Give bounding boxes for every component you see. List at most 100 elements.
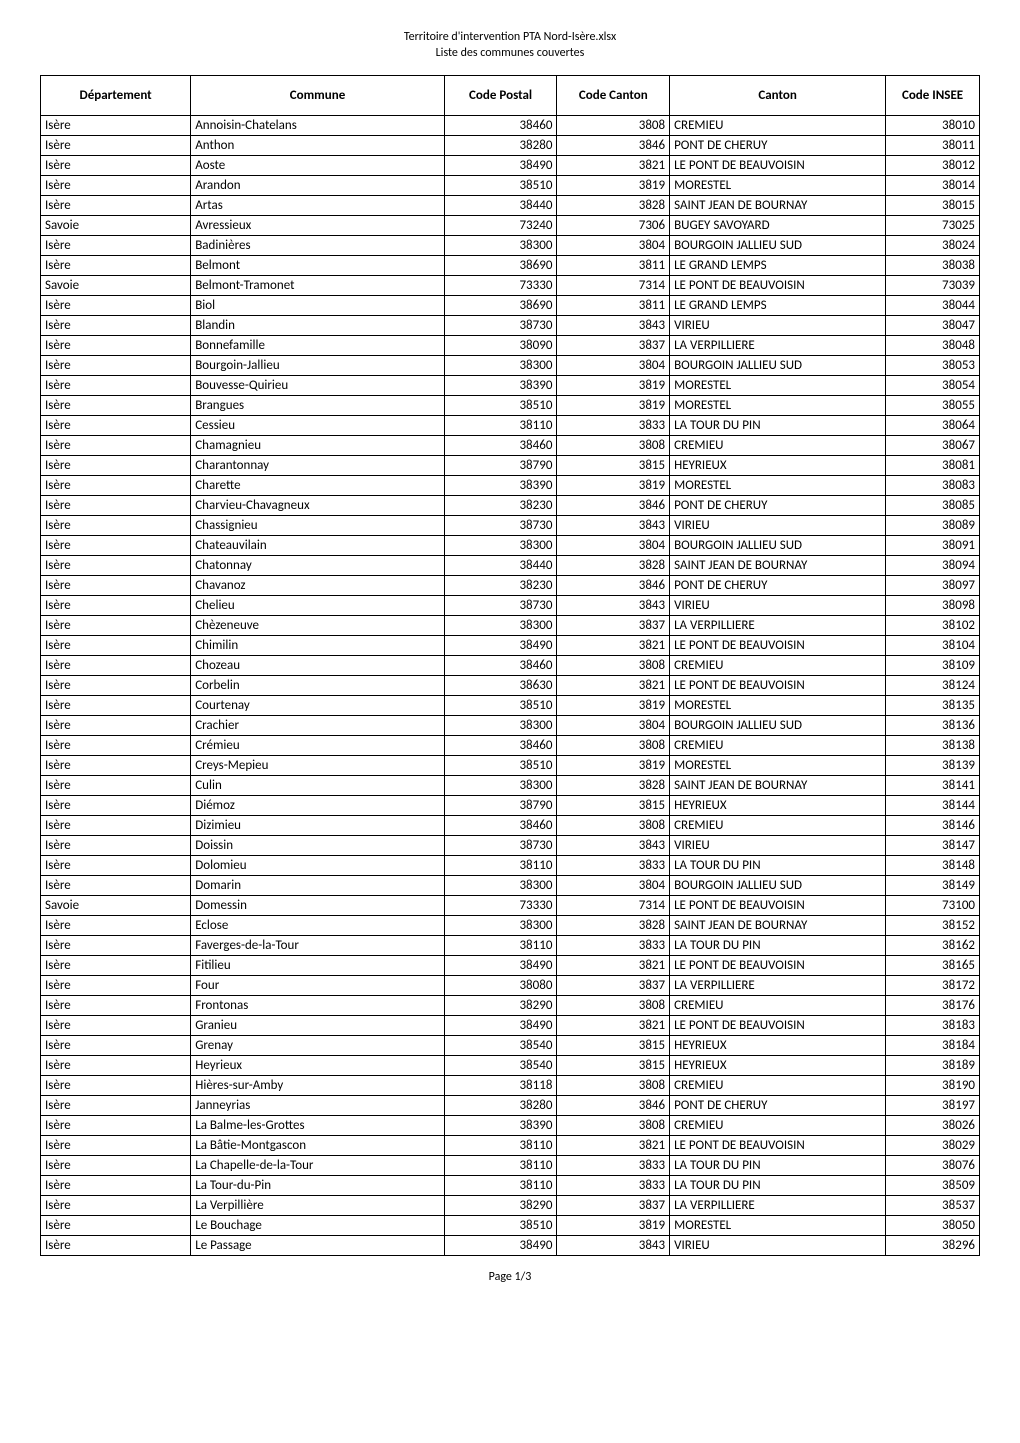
table-cell: 38690 [444,296,557,316]
table-cell: 3843 [557,1236,670,1256]
table-row: IsèreBourgoin-Jallieu383003804BOURGOIN J… [41,356,980,376]
table-row: IsèreChozeau384603808CREMIEU38109 [41,656,980,676]
table-cell: 3833 [557,416,670,436]
table-cell: Isère [41,236,191,256]
table-cell: Grenay [191,1036,445,1056]
table-cell: LE GRAND LEMPS [670,296,886,316]
table-cell: 38300 [444,876,557,896]
table-cell: Isère [41,656,191,676]
table-cell: CREMIEU [670,116,886,136]
table-cell: Chateauvilain [191,536,445,556]
table-cell: 3843 [557,316,670,336]
table-cell: 38510 [444,176,557,196]
table-cell: 38110 [444,1176,557,1196]
table-cell: Isère [41,776,191,796]
table-cell: Bourgoin-Jallieu [191,356,445,376]
table-cell: Isère [41,1076,191,1096]
table-cell: Le Passage [191,1236,445,1256]
table-row: SavoieAvressieux732407306BUGEY SAVOYARD7… [41,216,980,236]
table-cell: 38110 [444,1136,557,1156]
table-row: SavoieDomessin733307314LE PONT DE BEAUVO… [41,896,980,916]
table-cell: Isère [41,636,191,656]
table-cell: 38147 [886,836,980,856]
table-cell: 38085 [886,496,980,516]
table-row: IsèreDomarin383003804BOURGOIN JALLIEU SU… [41,876,980,896]
table-row: IsèreCrémieu384603808CREMIEU38138 [41,736,980,756]
table-cell: LA VERPILLIERE [670,1196,886,1216]
table-cell: CREMIEU [670,816,886,836]
table-cell: 38102 [886,616,980,636]
table-cell: BOURGOIN JALLIEU SUD [670,876,886,896]
table-cell: 3815 [557,456,670,476]
table-cell: MORESTEL [670,176,886,196]
col-header-commune: Commune [191,76,445,116]
page-number: Page 1/3 [489,1270,532,1284]
table-cell: 38230 [444,576,557,596]
table-row: IsèreDolomieu381103833LA TOUR DU PIN3814… [41,856,980,876]
table-cell: 38090 [444,336,557,356]
table-row: IsèreBouvesse-Quirieu383903819MORESTEL38… [41,376,980,396]
table-cell: VIRIEU [670,596,886,616]
col-header-code-canton: Code Canton [557,76,670,116]
table-cell: LA VERPILLIERE [670,976,886,996]
table-cell: 38230 [444,496,557,516]
table-cell: Chèzeneuve [191,616,445,636]
table-cell: Isère [41,416,191,436]
table-cell: Isère [41,596,191,616]
table-cell: MORESTEL [670,376,886,396]
table-cell: Brangues [191,396,445,416]
table-cell: La Verpillière [191,1196,445,1216]
table-cell: MORESTEL [670,396,886,416]
table-cell: 73330 [444,276,557,296]
table-cell: 73100 [886,896,980,916]
table-cell: 38038 [886,256,980,276]
table-cell: Isère [41,556,191,576]
table-cell: 3808 [557,736,670,756]
table-cell: Anthon [191,136,445,156]
table-cell: Fitilieu [191,956,445,976]
table-row: IsèreLe Passage384903843VIRIEU38296 [41,1236,980,1256]
table-cell: Faverges-de-la-Tour [191,936,445,956]
table-cell: LE PONT DE BEAUVOISIN [670,1016,886,1036]
table-cell: Crachier [191,716,445,736]
table-row: IsèreCessieu381103833LA TOUR DU PIN38064 [41,416,980,436]
table-cell: Isère [41,716,191,736]
table-row: IsèreAnnoisin-Chatelans384603808CREMIEU3… [41,116,980,136]
table-cell: 38730 [444,316,557,336]
table-cell: 3808 [557,1076,670,1096]
table-cell: 38509 [886,1176,980,1196]
table-cell: 3821 [557,956,670,976]
table-cell: Isère [41,1196,191,1216]
table-cell: Charvieu-Chavagneux [191,496,445,516]
table-row: IsèreFour380803837LA VERPILLIERE38172 [41,976,980,996]
table-cell: Isère [41,1156,191,1176]
table-cell: 38730 [444,596,557,616]
table-cell: 3819 [557,176,670,196]
table-cell: Savoie [41,896,191,916]
table-cell: 3808 [557,116,670,136]
table-cell: 38110 [444,416,557,436]
table-cell: 38110 [444,856,557,876]
table-cell: Belmont [191,256,445,276]
table-cell: Isère [41,916,191,936]
table-row: IsèreArtas384403828SAINT JEAN DE BOURNAY… [41,196,980,216]
table-cell: 3819 [557,396,670,416]
table-cell: SAINT JEAN DE BOURNAY [670,916,886,936]
page-footer: Page 1/3 [40,1270,980,1284]
table-cell: 3815 [557,1056,670,1076]
table-row: IsèreChelieu387303843VIRIEU38098 [41,596,980,616]
table-cell: 38050 [886,1216,980,1236]
table-row: IsèreCulin383003828SAINT JEAN DE BOURNAY… [41,776,980,796]
table-cell: Isère [41,1116,191,1136]
table-cell: Chimilin [191,636,445,656]
table-cell: 38490 [444,156,557,176]
table-cell: 38015 [886,196,980,216]
table-cell: 3821 [557,156,670,176]
table-cell: 38730 [444,516,557,536]
table-cell: LE PONT DE BEAUVOISIN [670,636,886,656]
table-cell: HEYRIEUX [670,1056,886,1076]
table-row: IsèreChèzeneuve383003837LA VERPILLIERE38… [41,616,980,636]
table-cell: Isère [41,496,191,516]
table-cell: 3819 [557,376,670,396]
table-cell: Crémieu [191,736,445,756]
